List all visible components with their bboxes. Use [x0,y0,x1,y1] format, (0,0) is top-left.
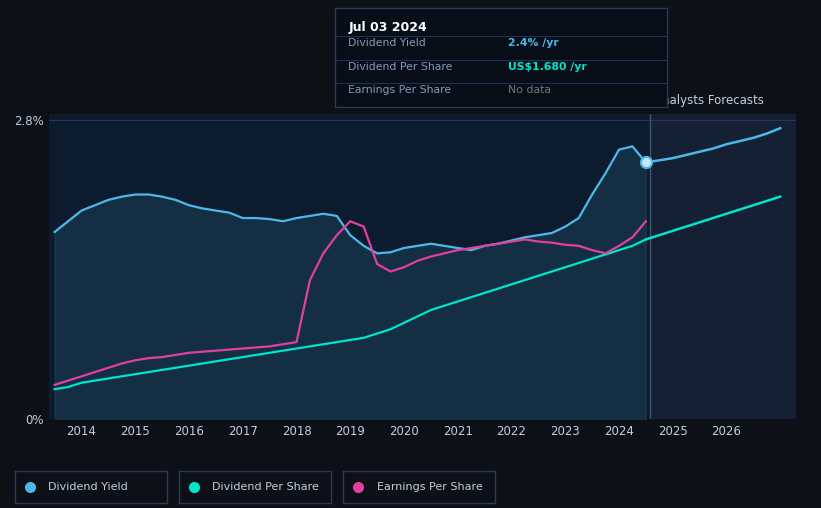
Text: US$1.680 /yr: US$1.680 /yr [508,61,587,72]
Text: Earnings Per Share: Earnings Per Share [348,85,452,96]
Text: Dividend Per Share: Dividend Per Share [213,482,319,492]
Bar [650,114,796,419]
Text: Dividend Yield: Dividend Yield [48,482,128,492]
Text: Jul 03 2024: Jul 03 2024 [348,21,427,34]
Text: Analysts Forecasts: Analysts Forecasts [654,93,764,107]
Text: Earnings Per Share: Earnings Per Share [377,482,483,492]
Text: Past: Past [617,93,646,107]
Text: Dividend Yield: Dividend Yield [348,38,426,48]
Text: Dividend Per Share: Dividend Per Share [348,61,452,72]
Text: 2.4% /yr: 2.4% /yr [508,38,558,48]
Text: No data: No data [508,85,551,96]
